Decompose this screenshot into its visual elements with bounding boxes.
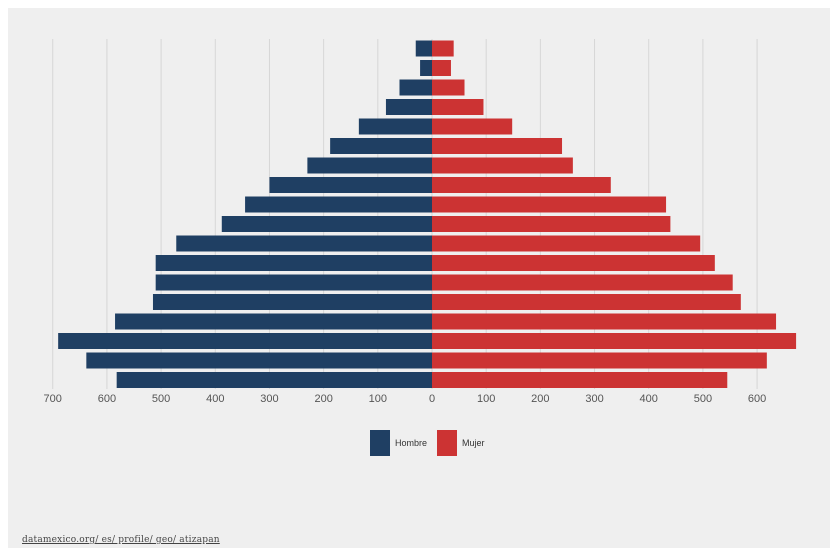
hombre-bar[interactable] bbox=[245, 196, 432, 213]
grid-lines bbox=[52, 39, 758, 389]
x-tick-label: 500 bbox=[152, 393, 170, 405]
mujer-bar[interactable] bbox=[432, 255, 715, 271]
x-axis-ticks: 700 600 500 400 300 200 100 0 100 200 300 400 500 600 bbox=[44, 393, 767, 405]
hombre-bar[interactable] bbox=[116, 372, 433, 388]
x-tick-label: 100 bbox=[369, 393, 387, 405]
hombre-bar[interactable] bbox=[330, 138, 432, 154]
source-link[interactable]: datamexico.org/ es/ profile/ geo/ atizap… bbox=[22, 535, 220, 545]
hombre-bar[interactable] bbox=[58, 333, 433, 349]
bars bbox=[58, 40, 797, 388]
legend-swatch bbox=[437, 430, 457, 456]
hombre-bar[interactable] bbox=[420, 60, 432, 76]
mujer-bar[interactable] bbox=[432, 313, 777, 330]
mujer-bar[interactable] bbox=[432, 118, 513, 135]
legend-item-mujer[interactable]: Mujer bbox=[437, 430, 485, 456]
mujer-bar[interactable] bbox=[432, 235, 701, 252]
hombre-bar[interactable] bbox=[152, 294, 432, 310]
hombre-bar[interactable] bbox=[86, 352, 432, 369]
hombre-bar[interactable] bbox=[415, 40, 432, 57]
x-tick-label: 100 bbox=[477, 393, 495, 405]
mujer-bar[interactable] bbox=[432, 79, 465, 96]
legend-swatch bbox=[370, 430, 390, 456]
hombre-bar[interactable] bbox=[269, 177, 432, 193]
mujer-bar[interactable] bbox=[432, 333, 797, 349]
hombre-bar[interactable] bbox=[221, 216, 432, 232]
mujer-bar[interactable] bbox=[432, 352, 767, 369]
x-tick-label: 300 bbox=[585, 393, 603, 405]
hombre-bar[interactable] bbox=[155, 255, 432, 271]
mujer-bar[interactable] bbox=[432, 157, 573, 174]
x-tick-label: 400 bbox=[206, 393, 224, 405]
x-tick-label: 700 bbox=[44, 393, 62, 405]
mujer-bar[interactable] bbox=[432, 99, 484, 115]
legend-label: Hombre bbox=[395, 438, 427, 448]
mujer-bar[interactable] bbox=[432, 138, 563, 154]
x-tick-label: 200 bbox=[314, 393, 332, 405]
hombre-bar[interactable] bbox=[115, 313, 432, 330]
x-tick-label: 500 bbox=[694, 393, 712, 405]
mujer-bar[interactable] bbox=[432, 294, 741, 310]
x-tick-label: 200 bbox=[531, 393, 549, 405]
mujer-bar[interactable] bbox=[432, 274, 733, 291]
hombre-bar[interactable] bbox=[399, 79, 432, 96]
legend-item-hombre[interactable]: Hombre bbox=[370, 430, 427, 456]
hombre-bar[interactable] bbox=[385, 99, 432, 115]
mujer-bar[interactable] bbox=[432, 177, 611, 193]
mujer-bar[interactable] bbox=[432, 40, 454, 57]
mujer-bar[interactable] bbox=[432, 372, 728, 388]
x-tick-label: 400 bbox=[640, 393, 658, 405]
mujer-bar[interactable] bbox=[432, 60, 451, 76]
legend[interactable]: Hombre Mujer bbox=[370, 430, 485, 456]
x-tick-label: 300 bbox=[260, 393, 278, 405]
x-tick-label: 0 bbox=[429, 393, 435, 405]
hombre-bar[interactable] bbox=[176, 235, 432, 252]
x-tick-label: 600 bbox=[748, 393, 766, 405]
hombre-bar[interactable] bbox=[358, 118, 432, 135]
hombre-bar[interactable] bbox=[155, 274, 432, 291]
population-pyramid-chart: 700 600 500 400 300 200 100 0 100 200 300 400 500 600… bbox=[44, 39, 797, 456]
x-tick-label: 600 bbox=[98, 393, 116, 405]
mujer-bar[interactable] bbox=[432, 196, 667, 213]
mujer-bar[interactable] bbox=[432, 216, 671, 232]
legend-label: Mujer bbox=[462, 438, 485, 448]
chart-panel: 700 600 500 400 300 200 100 0 100 200 300 400 500 600… bbox=[8, 8, 830, 548]
hombre-bar[interactable] bbox=[307, 157, 432, 174]
